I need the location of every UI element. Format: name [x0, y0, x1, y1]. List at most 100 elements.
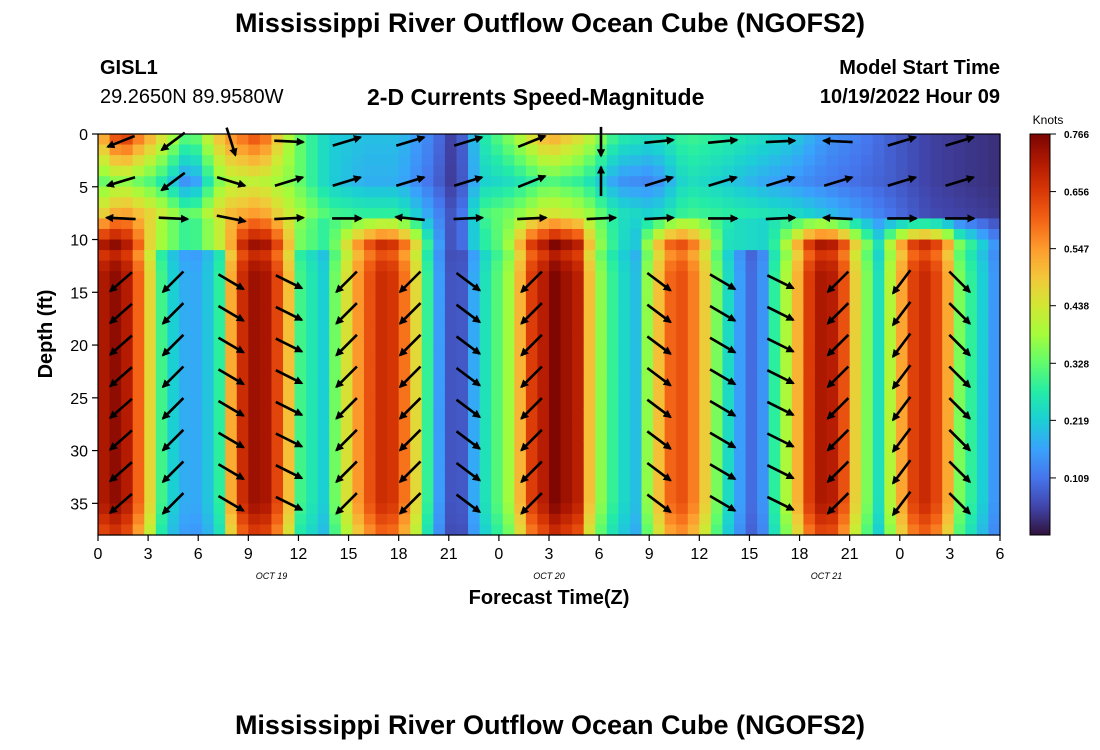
heatmap-cell [734, 334, 747, 346]
heatmap-cell [641, 239, 654, 251]
heatmap-cell [676, 165, 689, 177]
heatmap-cell [433, 134, 446, 146]
heatmap-cell [583, 313, 596, 325]
heatmap-cell [421, 492, 434, 504]
heatmap-cell [687, 197, 700, 209]
heatmap-cell [259, 482, 273, 494]
heatmap-cell [942, 355, 955, 367]
heatmap-cell [641, 186, 654, 198]
heatmap-cell [456, 355, 469, 367]
heatmap-cell [838, 260, 851, 272]
heatmap-cell [340, 334, 354, 346]
heatmap-cell [618, 271, 631, 283]
heatmap-cell [722, 260, 735, 272]
heatmap-cell [618, 292, 631, 304]
heatmap-cell [306, 440, 319, 452]
heatmap-cell [248, 524, 261, 536]
heatmap-cell [710, 260, 724, 272]
heatmap-cell [340, 165, 354, 177]
heatmap-cell [965, 408, 978, 420]
heatmap-cell [907, 334, 920, 346]
heatmap-cell [259, 271, 273, 283]
heatmap-cell [838, 524, 851, 536]
heatmap-cell [410, 450, 423, 462]
heatmap-cell [190, 228, 203, 241]
heatmap-cell [861, 271, 874, 283]
heatmap-cell [514, 323, 527, 336]
heatmap-cell [317, 334, 330, 346]
heatmap-cell [965, 239, 978, 251]
heatmap-cell [884, 186, 897, 198]
heatmap-cell [606, 355, 619, 367]
heatmap-cell [259, 461, 273, 473]
heatmap-cell [687, 440, 700, 452]
heatmap-cell [502, 450, 515, 462]
heatmap-cell [294, 429, 307, 441]
heatmap-cell [109, 218, 122, 230]
heatmap-cell [988, 376, 1001, 388]
current-arrow [217, 273, 245, 291]
current-arrow [766, 495, 795, 511]
y-tick-label: 15 [70, 285, 88, 302]
heatmap-cell [710, 461, 724, 473]
heatmap-cell [734, 260, 747, 272]
heatmap-cell [895, 239, 909, 251]
heatmap-cell [583, 271, 596, 283]
heatmap-cell [745, 345, 758, 357]
heatmap-cell [988, 492, 1001, 504]
heatmap-cell [363, 492, 377, 504]
heatmap-cell [699, 313, 712, 325]
x-tick-label: 0 [895, 546, 904, 563]
heatmap-cell [121, 186, 134, 198]
heatmap-cell [479, 524, 492, 536]
heatmap-cell [803, 482, 816, 494]
heatmap-cell [641, 144, 654, 156]
heatmap-cell [826, 292, 839, 304]
heatmap-cell [953, 450, 966, 462]
current-arrow [948, 460, 971, 484]
current-arrow [709, 494, 737, 512]
heatmap-cell [583, 228, 596, 241]
heatmap-cell [826, 271, 839, 283]
heatmap-cell [329, 207, 342, 220]
heatmap-cell [919, 250, 932, 262]
heatmap-cell [664, 387, 677, 399]
heatmap-cell [109, 323, 122, 336]
heatmap-cell [930, 197, 943, 209]
heatmap-cell [98, 155, 111, 167]
heatmap-cell [468, 302, 481, 314]
heatmap-cell [225, 450, 238, 462]
heatmap-cell [167, 197, 180, 209]
heatmap-cell [884, 165, 897, 177]
heatmap-cell [572, 355, 585, 367]
heatmap-cell [433, 250, 446, 262]
heatmap-cell [710, 144, 724, 156]
current-arrow [275, 464, 304, 480]
current-arrow [646, 271, 672, 292]
heatmap-cell [98, 144, 111, 156]
heatmap-cell [687, 503, 700, 515]
heatmap-cell [306, 355, 319, 367]
heatmap-cell [144, 387, 157, 399]
heatmap-cell [433, 429, 446, 441]
heatmap-cell [745, 281, 758, 293]
heatmap-cell [202, 134, 215, 146]
heatmap-cell [629, 250, 643, 262]
y-tick-label: 10 [70, 233, 88, 250]
heatmap-cell [549, 218, 562, 230]
heatmap-cell [734, 302, 747, 314]
heatmap-cell [560, 165, 573, 177]
heatmap-cell [468, 250, 481, 262]
heatmap-cell [549, 250, 562, 262]
heatmap-cell [317, 461, 330, 473]
heatmap-cell [826, 387, 839, 399]
x-tick-label: 18 [791, 546, 809, 563]
heatmap-cell [433, 387, 446, 399]
heatmap-cell [745, 397, 758, 409]
heatmap-cell [317, 376, 330, 388]
heatmap-cell [340, 228, 354, 241]
heatmap-cell [178, 345, 192, 357]
heatmap-cell [398, 387, 411, 399]
heatmap-cell [629, 418, 643, 431]
